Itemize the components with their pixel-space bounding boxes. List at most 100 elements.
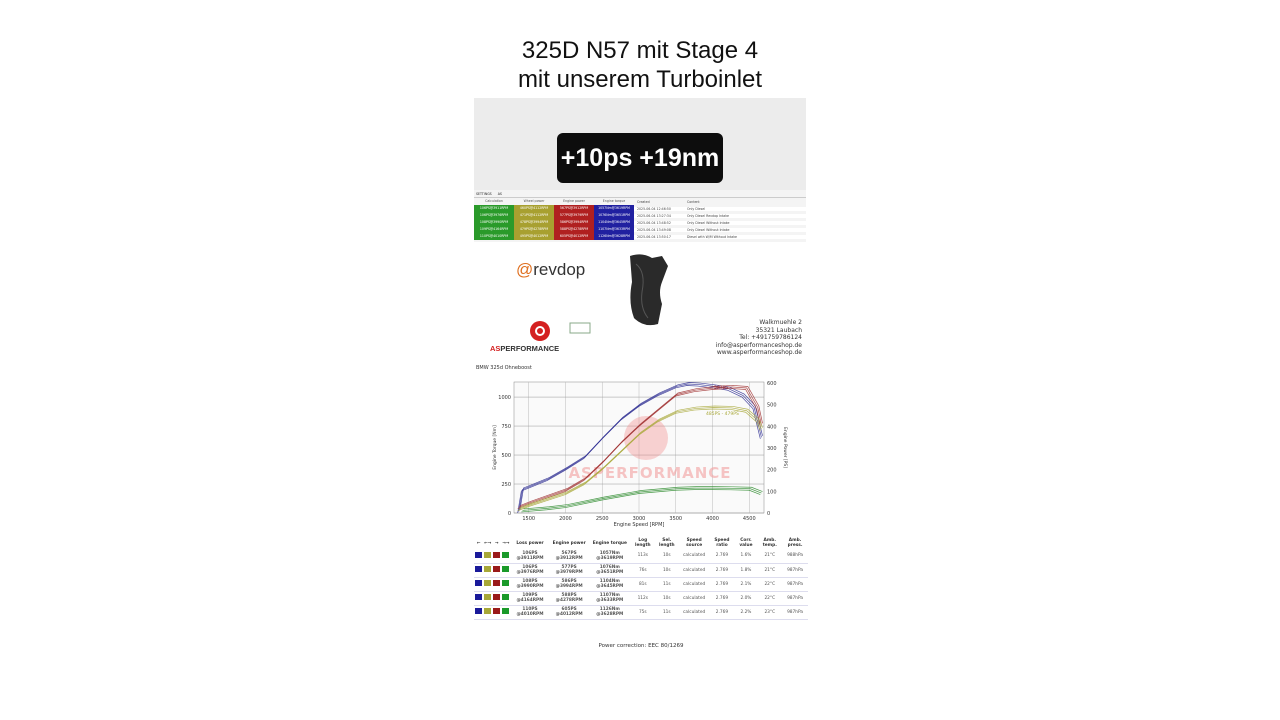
loss-power: 110PS @4010RPM — [510, 605, 550, 620]
amb-press: 988hPa — [782, 549, 808, 564]
engine-torque: 1057Nm @3619RPM — [588, 549, 631, 564]
amb-press: 987hPa — [782, 605, 808, 620]
list-header-cell[interactable]: Calculation — [485, 199, 503, 203]
y-tick-label: 1000 — [498, 395, 511, 401]
wheel-cell: 460PS@4112RPM — [514, 205, 554, 212]
engine-cell: 586PS@3994RPM — [554, 219, 594, 226]
list-row[interactable]: 106PS@3976RPM 471PS@4112RPM 577PS@3979RP… — [474, 212, 806, 219]
sel-length: 10s — [654, 549, 679, 564]
results-row: 108PS @3990RPM 586PS @3994RPM 1104Nm @36… — [474, 577, 808, 592]
results-header: Loss power — [516, 540, 544, 546]
y2-tick-label: 400 — [767, 424, 777, 430]
color-swatch[interactable] — [475, 608, 482, 614]
post-title: 325D N57 mit Stage 4 mit unserem Turboin… — [340, 36, 940, 94]
gain-badge: +10ps +19nm — [557, 133, 723, 183]
color-swatch[interactable] — [502, 594, 510, 600]
list-row[interactable]: 110PS@4010RPM 495PS@4012RPM 605PS@4012RP… — [474, 233, 806, 240]
color-swatch[interactable] — [502, 580, 510, 586]
color-swatch[interactable] — [475, 594, 482, 600]
list-header-cell[interactable]: Created — [637, 199, 650, 204]
results-header: Corr. value — [739, 538, 753, 548]
speed-source: calculated — [678, 605, 710, 620]
color-swatch[interactable] — [484, 608, 492, 614]
y2-tick-label: 100 — [767, 489, 777, 495]
color-swatch[interactable] — [493, 608, 501, 614]
results-header: ←→ — [484, 540, 492, 546]
created-cell: 2025-06-04 13:27:34 — [634, 213, 684, 218]
annotation-wheel: 485PS - 479PS — [706, 411, 739, 417]
amb-press: 987hPa — [782, 577, 808, 592]
list-tab[interactable]: SETTINGS — [476, 192, 492, 196]
y2-axis-label: Engine Power [PS] — [782, 427, 788, 468]
y-tick-label: 750 — [501, 424, 511, 430]
amb-temp: 21°C — [757, 563, 783, 578]
engine-power: 577PS @3979RPM — [549, 563, 589, 578]
engine-power: 588PS @4278RPM — [549, 591, 589, 606]
list-row[interactable]: 108PS@3990RPM 478PS@3994RPM 586PS@3994RP… — [474, 219, 806, 226]
engine-cell: 567PS@3912RPM — [554, 205, 594, 212]
color-swatch[interactable] — [502, 566, 510, 572]
x-tick-label: 3000 — [633, 516, 646, 522]
list-header-cell[interactable]: Engine torque — [602, 199, 626, 203]
address-phone: Tel: +491759786124 — [739, 334, 802, 341]
results-header: Sel. length — [658, 538, 675, 548]
speed-source: calculated — [678, 563, 710, 578]
engine-cell: 605PS@4012RPM — [554, 233, 594, 240]
speed-source: calculated — [678, 577, 710, 592]
y-tick-label: 0 — [508, 511, 511, 517]
torque-cell: 1076Nm@3651RPM — [594, 212, 634, 219]
color-swatch[interactable] — [475, 566, 482, 572]
amb-temp: 23°C — [757, 605, 783, 620]
engine-torque: 1107Nm @3633RPM — [588, 591, 631, 606]
sel-length: 10s — [654, 563, 679, 578]
loss-cell: 110PS@4010RPM — [474, 233, 514, 240]
series-line-2 — [518, 407, 762, 510]
color-swatch[interactable] — [475, 551, 482, 558]
color-swatch[interactable] — [502, 608, 510, 614]
torque-cell: 1057Nm@3619RPM — [594, 205, 634, 212]
color-swatch[interactable] — [484, 551, 492, 558]
results-header: Log length — [634, 538, 651, 548]
results-header: Speed source — [686, 538, 703, 548]
list-row[interactable]: 106PS@3911RPM 460PS@4112RPM 567PS@3912RP… — [474, 205, 806, 212]
created-cell: 2025-06-04 13:50:17 — [634, 234, 684, 239]
results-header: Engine power — [552, 540, 586, 546]
corr-value: 2.1% — [734, 577, 758, 592]
chart-title: BMW 325d Ohneboost — [476, 365, 532, 371]
list-row[interactable]: 109PS@4164RPM 479PS@4278RPM 588PS@4278RP… — [474, 226, 806, 233]
speed-ratio: 2.769 — [709, 591, 735, 606]
color-swatch[interactable] — [475, 580, 482, 586]
color-swatch[interactable] — [484, 580, 492, 586]
color-swatch[interactable] — [493, 566, 501, 572]
color-swatch[interactable] — [484, 594, 492, 600]
series-line-1 — [518, 386, 762, 508]
color-swatch[interactable] — [502, 551, 510, 558]
created-cell: 2025-06-04 12:46:50 — [634, 206, 684, 211]
color-swatch[interactable] — [493, 551, 501, 558]
y2-tick-label: 300 — [767, 446, 777, 452]
results-row: 109PS @4164RPM 588PS @4278RPM 1107Nm @36… — [474, 591, 808, 606]
amb-temp: 21°C — [757, 549, 783, 564]
log-length: 81s — [630, 577, 655, 592]
engine-power: 567PS @3912RPM — [549, 549, 589, 564]
x-tick-label: 2000 — [559, 516, 572, 522]
created-cell: 2025-06-04 13:48:52 — [634, 220, 684, 225]
loss-power: 108PS @3990RPM — [510, 577, 550, 592]
color-swatch[interactable] — [493, 594, 501, 600]
color-swatch[interactable] — [493, 580, 501, 586]
y2-tick-label: 200 — [767, 468, 777, 474]
list-tabs: SETTINGS AS — [474, 190, 806, 198]
list-header-cell[interactable]: Content — [687, 199, 700, 204]
series-line-1 — [519, 385, 763, 506]
address-website: www.asperformanceshop.de — [716, 349, 802, 356]
engine-torque: 1104Nm @3645RPM — [588, 577, 631, 592]
sel-length: 11s — [654, 577, 679, 592]
list-header-cell[interactable]: Wheel power — [523, 199, 545, 203]
y2-tick-label: 500 — [767, 403, 777, 409]
loss-power: 109PS @4164RPM — [510, 591, 550, 606]
list-tab[interactable]: AS — [497, 192, 502, 196]
list-header-cell[interactable]: Engine power — [563, 199, 585, 203]
color-swatch[interactable] — [484, 566, 492, 572]
address-email: info@asperformanceshop.de — [715, 341, 802, 349]
results-header: ← — [476, 540, 481, 546]
